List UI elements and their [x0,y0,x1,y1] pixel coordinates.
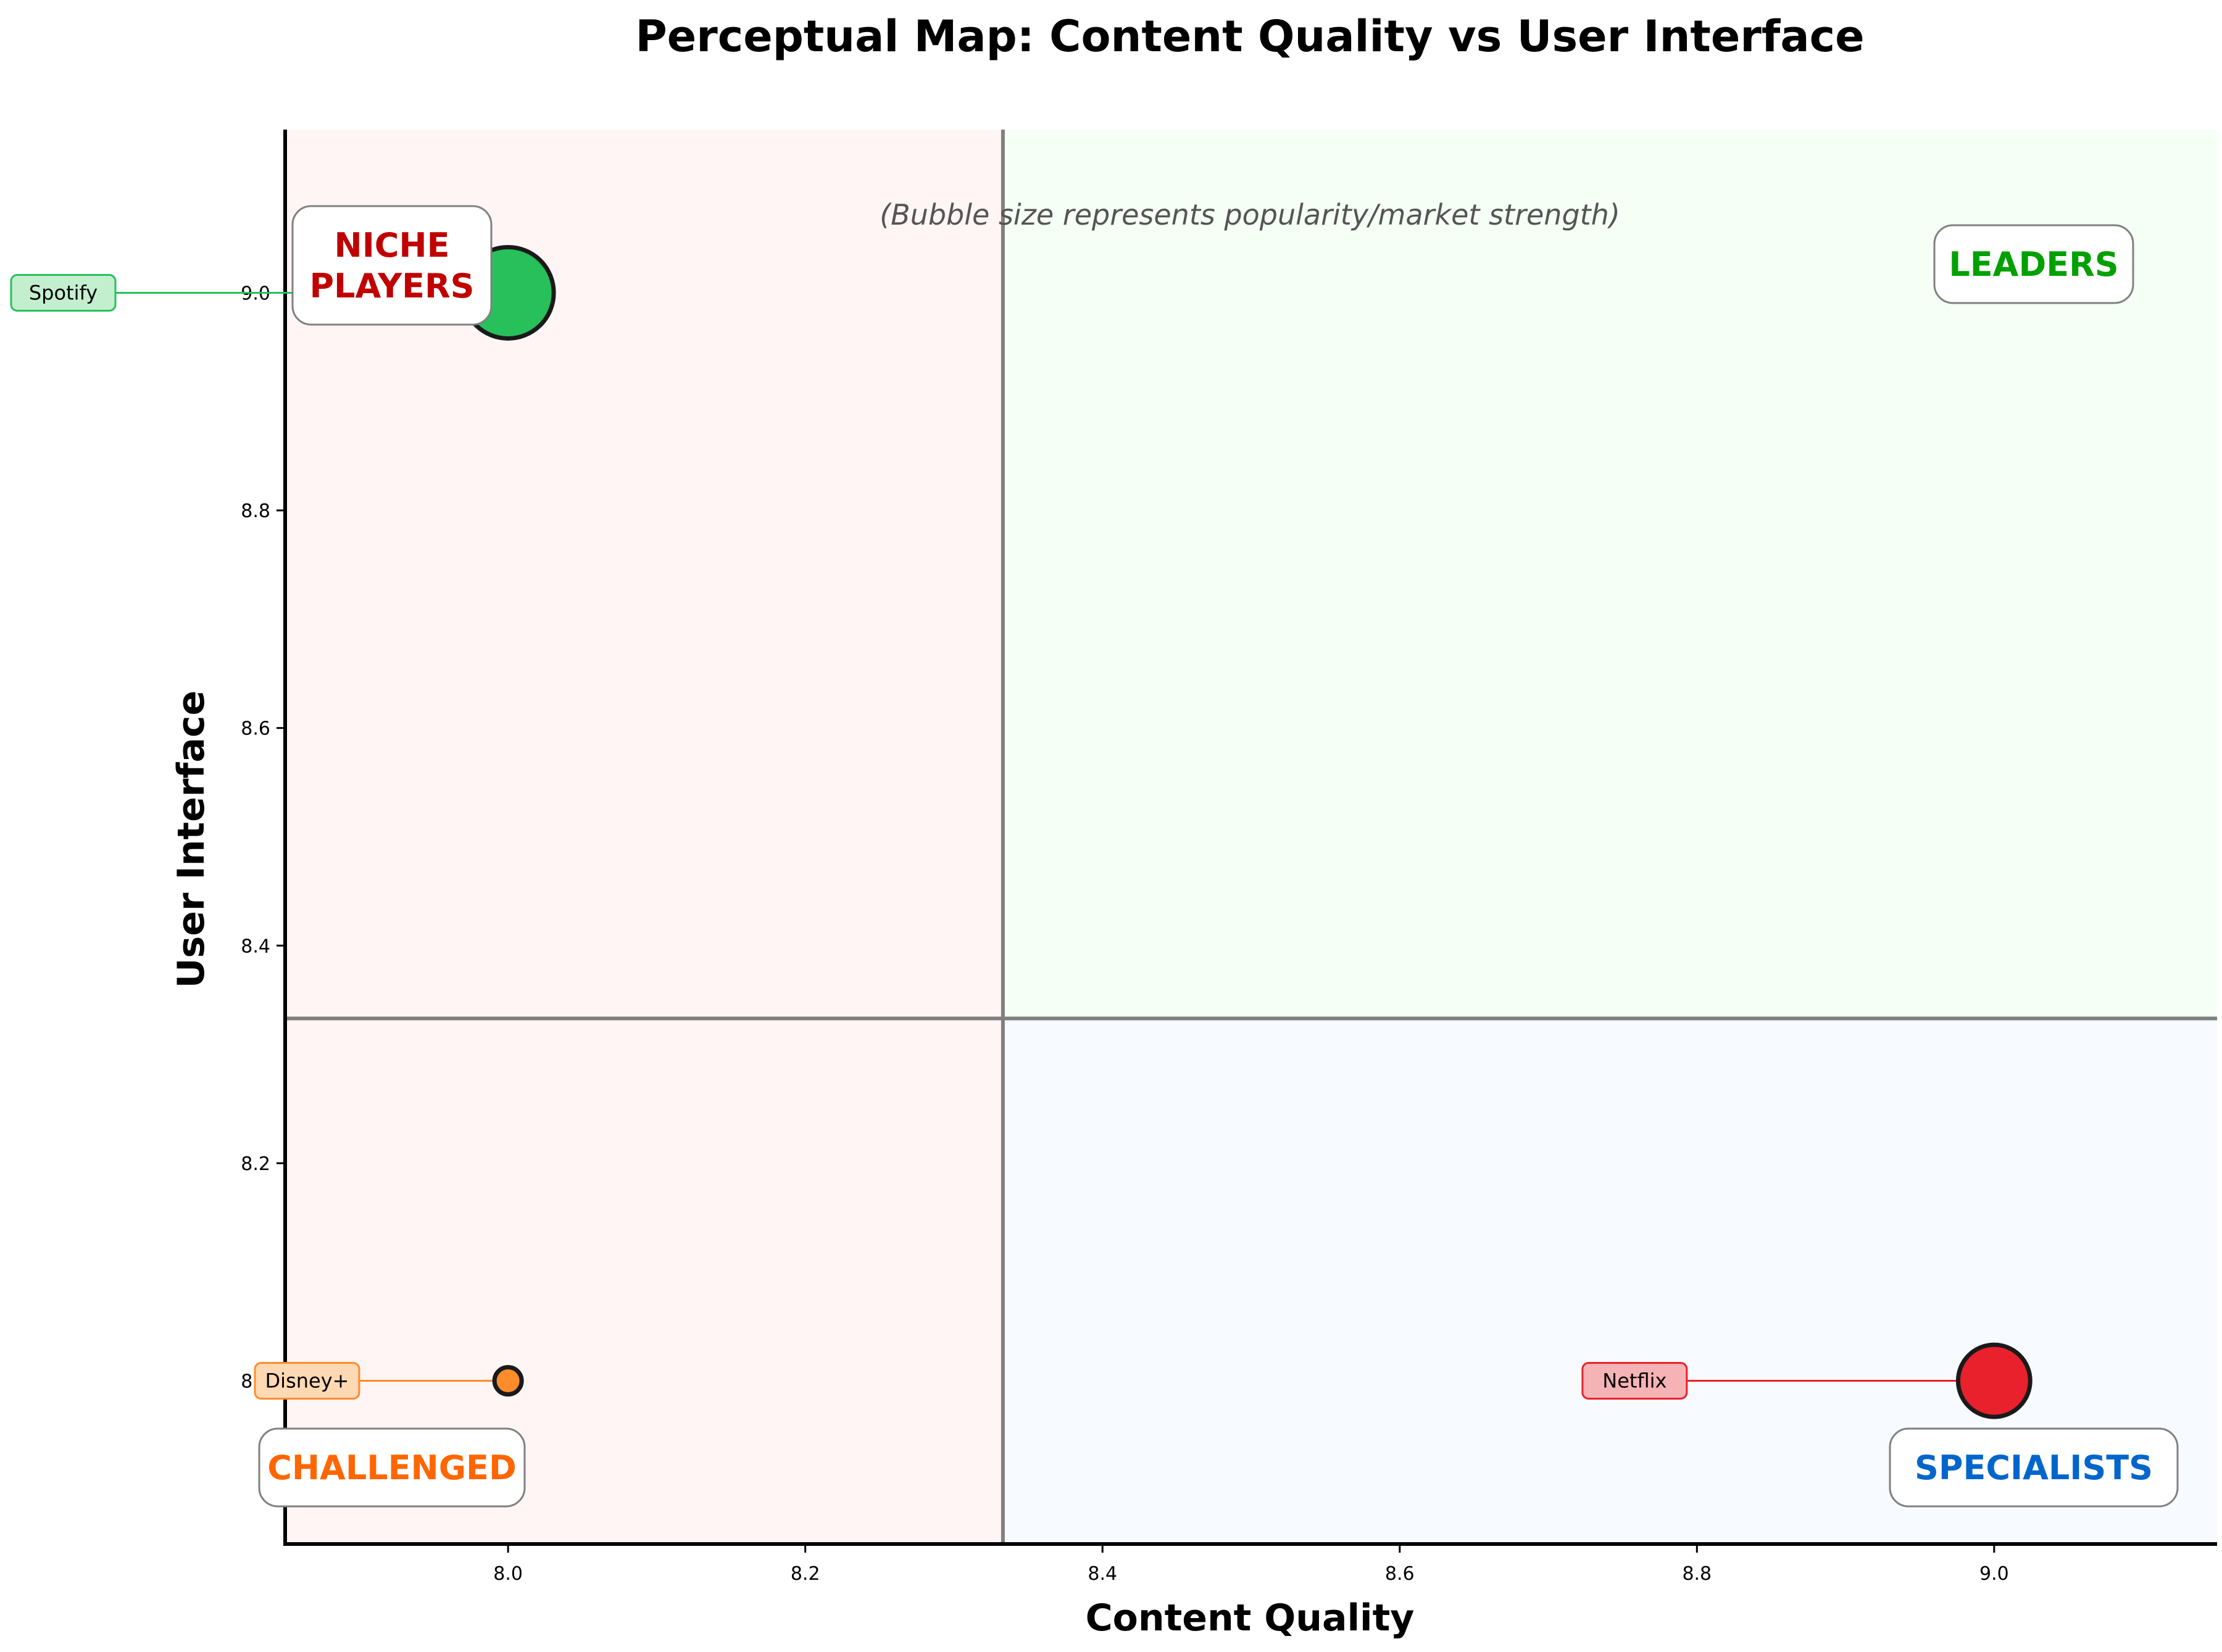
x-axis-ticks: 8.0 8.2 8.4 8.6 8.8 9.0 [493,1544,2009,1585]
y-tick-label: 8.4 [241,936,270,957]
quadrant-label-box-top-right [1933,224,2134,304]
y-tick-label: 8.2 [241,1153,270,1175]
point-label-box-disney [254,1362,360,1400]
chart-subtitle: (Bubble size represents popularity/marke… [880,198,1620,231]
quadrant-label-box-bottom-right [1889,1427,2179,1508]
point-label-disney: Disney+ [265,1369,349,1393]
y-tick-label: 8.6 [241,718,270,740]
quadrant-label-bottom-left: CHALLENGED [267,1448,517,1487]
x-tick-label: 9.0 [1979,1563,2009,1585]
point-label-box-netflix [1581,1362,1688,1400]
data-point-netflix [1955,1342,2033,1419]
point-label-netflix: Netflix [1602,1369,1666,1393]
quadrant-label-top-right: LEADERS [1949,245,2118,284]
x-tick-label: 8.2 [791,1563,820,1585]
quadrant-label-bottom-right: SPECIALISTS [1915,1448,2153,1487]
y-tick-label: 8.8 [241,500,270,522]
quadrant-label-box-bottom-left [258,1427,526,1508]
x-tick-label: 8.6 [1385,1563,1415,1585]
quadrant-backgrounds [285,130,2217,1544]
quadrant-label-top-left: NICHE [335,226,450,265]
chart-title: Perceptual Map: Content Quality vs User … [635,11,1864,62]
quadrant-label-box-top-left [291,205,493,326]
y-axis-title: User Interface [170,691,213,988]
x-tick-label: 8.8 [1682,1563,1712,1585]
x-tick-label: 8.4 [1088,1563,1117,1585]
point-label-spotify: Spotify [29,281,98,304]
x-tick-label: 8.0 [493,1563,523,1585]
x-axis-title: Content Quality [1086,1596,1415,1640]
data-point-disney [492,1365,524,1397]
point-label-box-spotify [10,273,117,312]
quadrant-label-top-left: PLAYERS [309,267,474,305]
